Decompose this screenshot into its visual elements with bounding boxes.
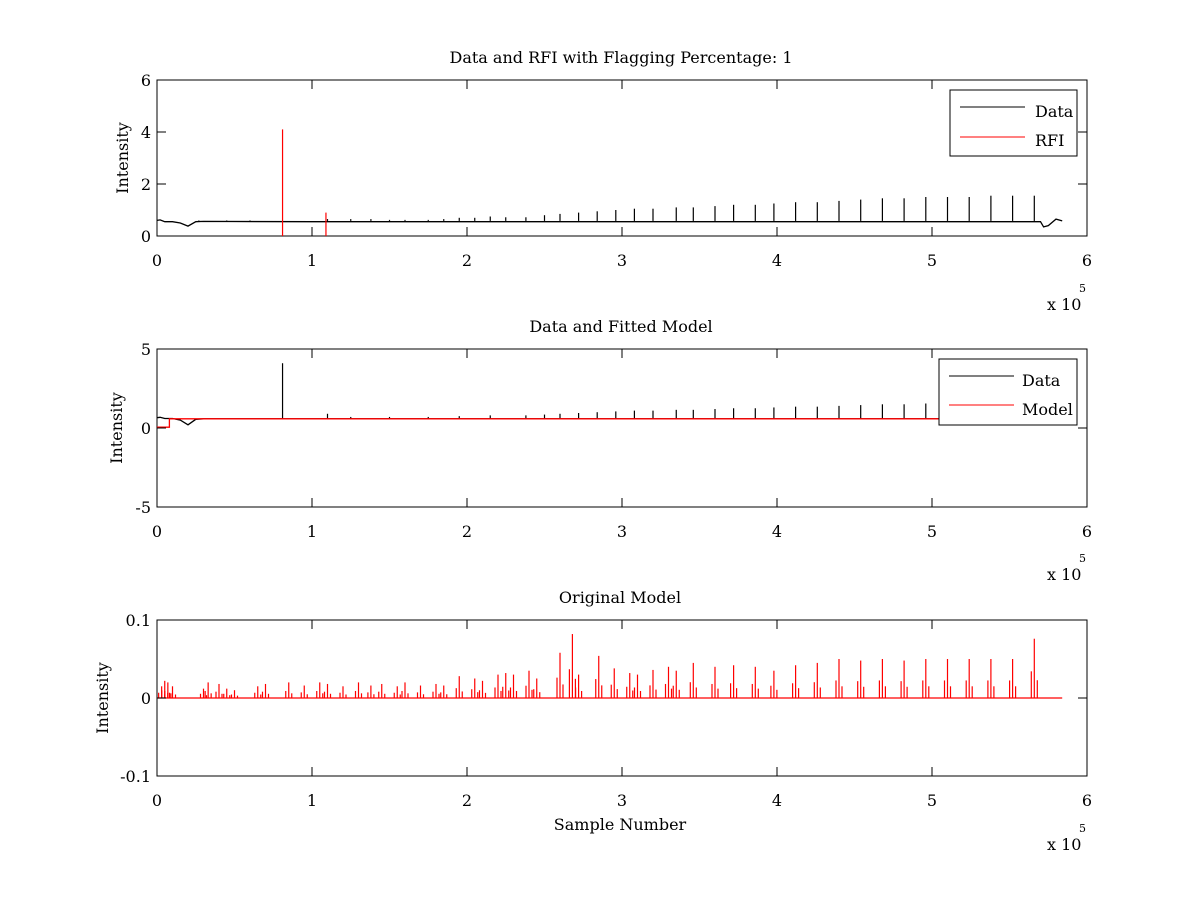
y-axis-label: Intensity xyxy=(93,662,112,734)
y-tick-label: -5 xyxy=(135,498,151,517)
panel-title: Data and RFI with Flagging Percentage: 1 xyxy=(449,48,792,67)
x-tick-label: 0 xyxy=(152,251,162,270)
x-tick-label: 4 xyxy=(772,791,782,810)
x-tick-label: 0 xyxy=(152,791,162,810)
y-tick-label: 0.1 xyxy=(126,611,151,630)
panel-title: Data and Fitted Model xyxy=(529,317,712,336)
y-tick-label: 0 xyxy=(141,419,151,438)
y-tick-label: 0 xyxy=(141,227,151,246)
tick-marks: 0 1 2 3 4 5 6-0.100.1 xyxy=(120,611,1092,810)
panel-data-and-rfi: Data and RFI with Flagging Percentage: 1… xyxy=(113,48,1092,314)
x-exponent-power: 5 xyxy=(1079,282,1086,295)
x-tick-label: 6 xyxy=(1082,251,1092,270)
x-exponent-label: x 10 xyxy=(1047,565,1081,584)
x-tick-label: 6 xyxy=(1082,791,1092,810)
legend-label-data: Data xyxy=(1022,371,1061,390)
legend-label-model: Model xyxy=(1022,400,1073,419)
x-tick-label: 5 xyxy=(927,522,937,541)
legend-label-data: Data xyxy=(1035,102,1074,121)
legend-box xyxy=(949,89,1078,157)
data-marks xyxy=(157,634,1063,699)
legend-box xyxy=(938,358,1078,426)
legend: Data Model xyxy=(938,358,1078,426)
tick-marks: 0 1 2 3 4 5 6 0 2 4 6 xyxy=(141,71,1092,270)
series-data-line xyxy=(156,218,1063,228)
series-model-line xyxy=(157,418,1063,428)
x-tick-label: 1 xyxy=(307,791,317,810)
x-tick-label: 5 xyxy=(927,251,937,270)
x-tick-label: 3 xyxy=(617,522,627,541)
x-tick-label: 3 xyxy=(617,251,627,270)
legend: Data RFI xyxy=(949,89,1078,157)
x-tick-label: 2 xyxy=(462,522,472,541)
x-axis-label: Sample Number xyxy=(554,815,687,834)
y-axis-label: Intensity xyxy=(107,392,126,464)
data-marks xyxy=(156,129,1063,236)
x-tick-label: 4 xyxy=(772,251,782,270)
x-exponent-power: 5 xyxy=(1079,822,1086,835)
panel-original-model: Original Model Intensity 0 1 2 3 4 5 6-0.100.1… xyxy=(93,588,1092,854)
panel-data-and-fitted-model: Data and Fitted Model Intensity 0 1 2 3 4 5 6 -… xyxy=(107,317,1092,584)
legend-label-rfi: RFI xyxy=(1035,131,1064,150)
x-tick-label: 2 xyxy=(462,791,472,810)
x-tick-label: 1 xyxy=(307,522,317,541)
y-axis-label: Intensity xyxy=(113,122,132,194)
x-tick-label: 4 xyxy=(772,522,782,541)
y-tick-label: 2 xyxy=(141,175,151,194)
y-tick-label: 0 xyxy=(141,689,151,708)
y-tick-label: 4 xyxy=(141,123,151,142)
x-tick-label: 5 xyxy=(927,791,937,810)
x-tick-label: 0 xyxy=(152,522,162,541)
tick-marks: 0 1 2 3 4 5 6-505 xyxy=(135,340,1092,541)
x-tick-label: 1 xyxy=(307,251,317,270)
x-tick-label: 2 xyxy=(462,251,472,270)
x-exponent-power: 5 xyxy=(1079,552,1086,565)
x-tick-label: 3 xyxy=(617,791,627,810)
y-tick-label: -0.1 xyxy=(120,767,151,786)
x-tick-label: 6 xyxy=(1082,522,1092,541)
y-tick-label: 5 xyxy=(141,340,151,359)
x-exponent-label: x 10 xyxy=(1047,835,1081,854)
x-exponent-label: x 10 xyxy=(1047,295,1081,314)
panel-title: Original Model xyxy=(559,588,681,607)
y-tick-label: 6 xyxy=(141,71,151,90)
